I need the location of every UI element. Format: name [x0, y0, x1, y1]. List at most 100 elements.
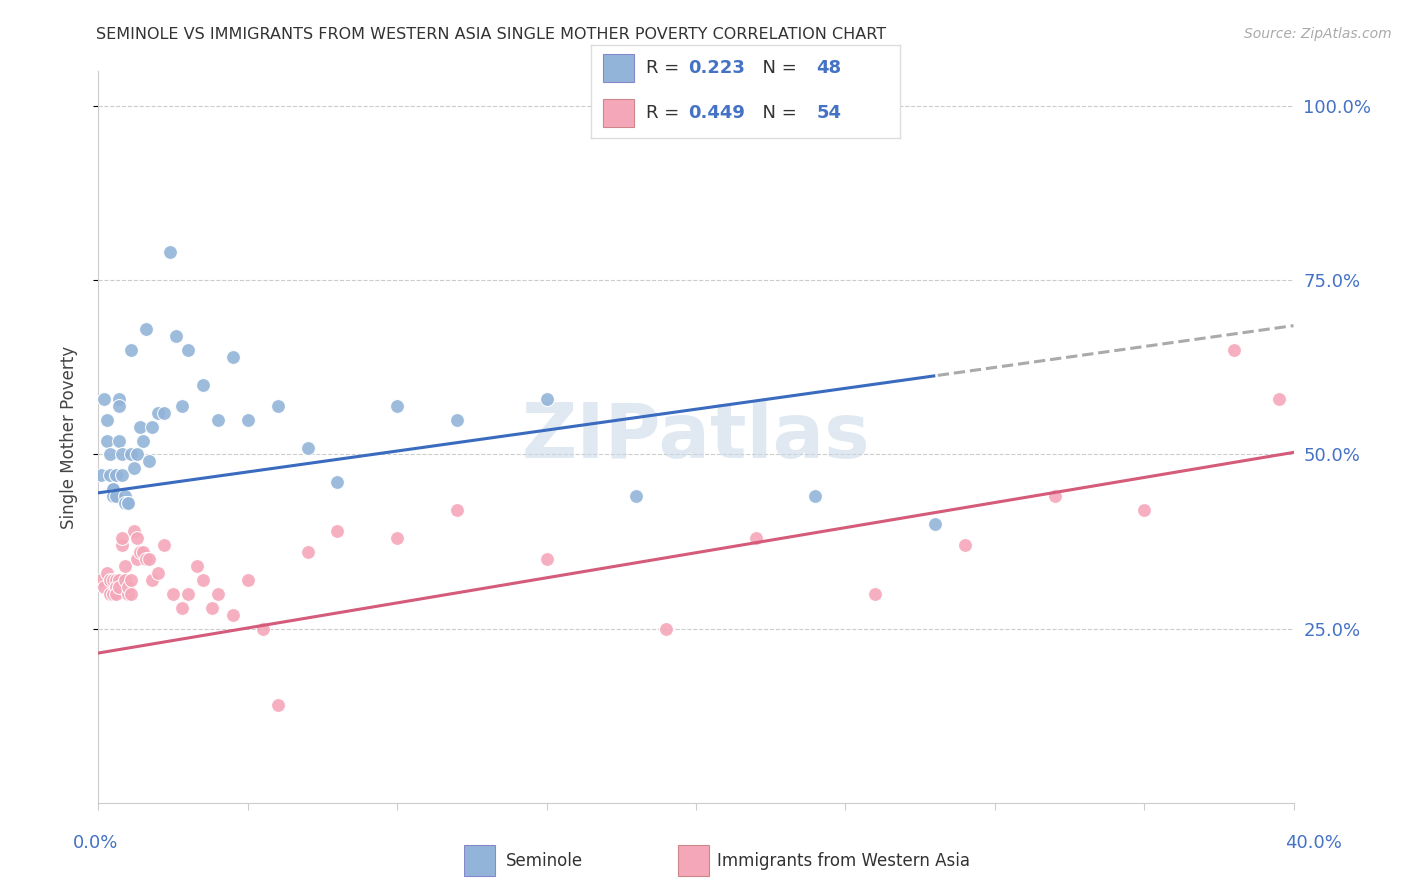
Point [129, 545, 152, 559]
Point [100, 573, 122, 587]
Point [111, 448, 134, 462]
Text: R =: R = [647, 59, 685, 77]
Point [120, 573, 142, 587]
Point [111, 538, 134, 552]
Point [201, 600, 224, 615]
Point [103, 587, 125, 601]
Text: 48: 48 [817, 59, 841, 77]
Point [655, 622, 678, 636]
Point [129, 419, 152, 434]
Text: SEMINOLE VS IMMIGRANTS FROM WESTERN ASIA SINGLE MOTHER POVERTY CORRELATION CHART: SEMINOLE VS IMMIGRANTS FROM WESTERN ASIA… [96, 27, 886, 42]
Point [117, 496, 139, 510]
Point [536, 392, 558, 406]
Point [120, 587, 142, 601]
Point [191, 377, 214, 392]
Point [385, 531, 409, 545]
Point [105, 580, 128, 594]
Text: N =: N = [751, 103, 803, 121]
Point [108, 399, 131, 413]
Point [162, 587, 184, 601]
Point [127, 448, 149, 462]
Point [804, 489, 827, 503]
Point [924, 517, 946, 532]
Text: 40.0%: 40.0% [1285, 834, 1341, 852]
Point [90, 573, 112, 587]
Point [326, 524, 349, 538]
Point [103, 489, 125, 503]
Point [177, 343, 200, 357]
Text: R =: R = [647, 103, 685, 121]
Point [385, 399, 409, 413]
Point [114, 489, 136, 503]
Point [108, 573, 131, 587]
Point [100, 448, 122, 462]
Point [105, 468, 128, 483]
Point [120, 343, 142, 357]
Point [124, 461, 146, 475]
Point [252, 622, 274, 636]
Point [124, 524, 146, 538]
Point [114, 558, 136, 573]
Point [111, 468, 134, 483]
Text: 0.223: 0.223 [688, 59, 745, 77]
Point [103, 483, 125, 497]
Point [536, 552, 558, 566]
Point [186, 558, 208, 573]
Point [127, 552, 149, 566]
Point [96, 412, 118, 426]
Point [159, 245, 181, 260]
Point [96, 566, 118, 580]
Point [141, 419, 163, 434]
Point [114, 573, 136, 587]
Point [297, 545, 319, 559]
Point [236, 573, 259, 587]
Point [207, 587, 229, 601]
Point [135, 552, 157, 566]
Point [111, 531, 134, 545]
Text: Source: ZipAtlas.com: Source: ZipAtlas.com [1244, 27, 1392, 41]
Point [626, 489, 648, 503]
Point [117, 587, 139, 601]
Point [93, 392, 115, 406]
Point [100, 587, 122, 601]
Point [138, 454, 160, 468]
Bar [678, 846, 709, 876]
Point [127, 531, 149, 545]
Point [105, 573, 128, 587]
Point [236, 412, 259, 426]
Point [100, 468, 122, 483]
Point [207, 412, 229, 426]
Text: 54: 54 [817, 103, 841, 121]
Point [93, 580, 115, 594]
Point [138, 552, 160, 566]
Point [172, 600, 194, 615]
Point [153, 538, 176, 552]
Point [222, 607, 245, 622]
Bar [464, 846, 495, 876]
Point [103, 483, 125, 497]
Point [90, 468, 112, 483]
Text: Immigrants from Western Asia: Immigrants from Western Asia [717, 852, 970, 870]
Point [446, 412, 468, 426]
Point [222, 350, 245, 364]
Point [114, 496, 136, 510]
Point [153, 406, 176, 420]
Point [103, 573, 125, 587]
Point [132, 545, 155, 559]
Point [141, 573, 163, 587]
Point [148, 406, 170, 420]
Point [267, 399, 290, 413]
Point [191, 573, 214, 587]
Point [105, 587, 128, 601]
Point [172, 399, 194, 413]
Point [117, 496, 139, 510]
Text: 0.0%: 0.0% [73, 834, 118, 852]
Text: 0.449: 0.449 [688, 103, 745, 121]
Point [96, 434, 118, 448]
Point [132, 434, 155, 448]
Bar [603, 54, 634, 82]
Point [135, 322, 157, 336]
Text: ZIPatlas: ZIPatlas [522, 401, 870, 474]
Text: N =: N = [751, 59, 803, 77]
Y-axis label: Single Mother Poverty: Single Mother Poverty [59, 345, 77, 529]
